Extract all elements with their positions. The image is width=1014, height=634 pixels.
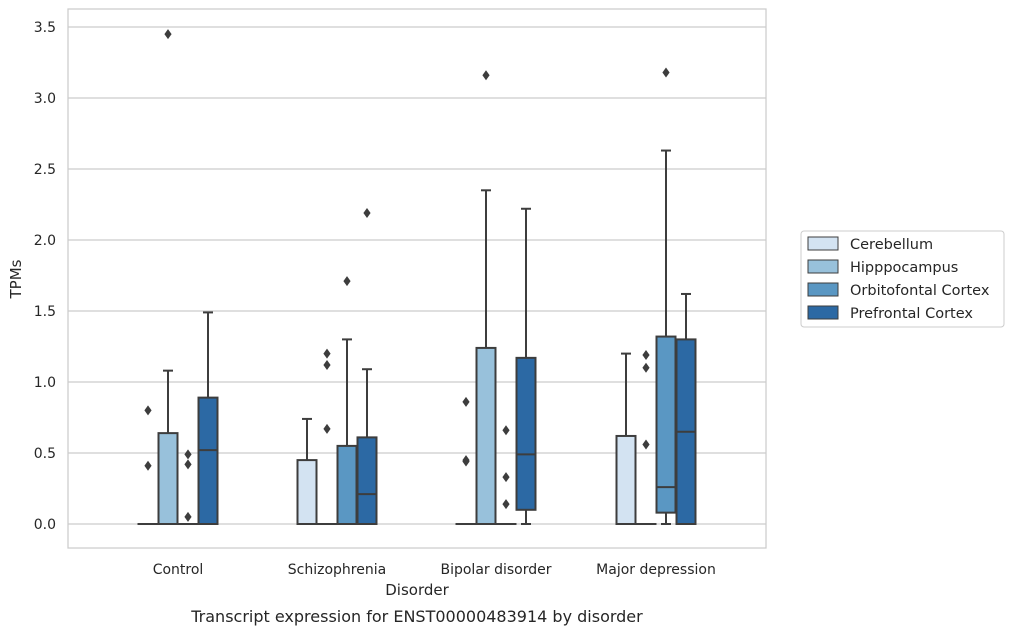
y-tick-label: 3.5 <box>34 20 56 36</box>
outlier-point <box>642 439 650 450</box>
box <box>515 356 537 511</box>
box <box>475 346 497 526</box>
x-tick-labels: Control Schizophrenia Bipolar disorder Majo… <box>153 562 716 578</box>
grid-lines <box>68 26 766 525</box>
box-cerebellum <box>455 396 477 526</box>
x-tick-label: Schizophrenia <box>288 562 386 578</box>
box <box>197 396 219 525</box>
box-cerebellum <box>296 417 318 526</box>
legend-label: Prefrontal Cortex <box>850 306 973 322</box>
box-orbitofontal-cortex <box>495 425 517 526</box>
box-hipppocampus <box>475 70 497 526</box>
box-prefrontal-cortex <box>356 208 378 526</box>
box <box>157 432 179 525</box>
outlier-point <box>323 359 331 370</box>
x-axis-label: Disorder <box>385 581 449 599</box>
boxes <box>137 29 697 526</box>
box-orbitofontal-cortex <box>336 276 358 525</box>
legend-frame <box>800 230 1005 328</box>
y-tick-label: 1.5 <box>34 304 56 320</box>
outlier-point <box>462 396 470 407</box>
box-prefrontal-cortex <box>515 207 537 525</box>
y-tick-label: 0.0 <box>34 517 56 533</box>
box-cerebellum <box>615 352 637 525</box>
outlier-point <box>184 511 192 522</box>
legend-label: Cerebellum <box>850 237 933 253</box>
y-tick-label: 2.5 <box>34 162 56 178</box>
y-tick-label: 0.5 <box>34 446 56 462</box>
x-tick-label: Major depression <box>596 562 716 578</box>
box-prefrontal-cortex <box>197 311 219 525</box>
plot-frame <box>67 8 767 549</box>
outlier-point <box>144 460 152 471</box>
outlier-point <box>482 70 490 81</box>
legend-swatch <box>807 305 839 320</box>
legend: Cerebellum Hipppocampus Orbitofontal Corte… <box>800 230 1005 328</box>
outlier-point <box>502 425 510 436</box>
outlier-point <box>323 423 331 434</box>
outlier-point <box>462 456 470 467</box>
outlier-point <box>164 29 172 40</box>
legend-label: Hipppocampus <box>850 260 958 276</box>
x-tick-label: Control <box>153 562 204 578</box>
box-hipppocampus <box>635 350 657 526</box>
box-hipppocampus <box>157 29 179 525</box>
box-prefrontal-cortex <box>675 292 697 525</box>
outlier-point <box>184 449 192 460</box>
outlier-point <box>144 405 152 416</box>
legend-label: Orbitofontal Cortex <box>850 283 990 299</box>
box-cerebellum <box>137 405 159 526</box>
outlier-point <box>662 67 670 78</box>
chart-caption: Transcript expression for ENST0000048391… <box>190 607 643 626</box>
box-orbitofontal-cortex <box>655 67 677 525</box>
outlier-point <box>323 348 331 359</box>
outlier-point <box>642 362 650 373</box>
box-hipppocampus <box>316 348 338 526</box>
box-orbitofontal-cortex <box>177 449 199 526</box>
x-tick-label: Bipolar disorder <box>440 562 551 578</box>
y-tick-label: 1.0 <box>34 375 56 391</box>
outlier-point <box>502 499 510 510</box>
y-tick-label: 3.0 <box>34 91 56 107</box>
box <box>615 434 637 525</box>
outlier-point <box>502 472 510 483</box>
y-tick-label: 2.0 <box>34 233 56 249</box>
outlier-point <box>642 350 650 361</box>
legend-swatch <box>807 282 839 297</box>
outlier-point <box>184 459 192 470</box>
outlier-point <box>363 208 371 219</box>
y-axis-label: TPMs <box>7 259 25 299</box>
legend-swatch <box>807 259 839 274</box>
outlier-point <box>343 276 351 287</box>
box <box>336 444 358 525</box>
box <box>356 436 378 526</box>
legend-swatch <box>807 236 839 251</box>
y-tick-labels: 0.0 0.5 1.0 1.5 2.0 2.5 3.0 3.5 <box>34 20 56 533</box>
box <box>296 459 318 526</box>
